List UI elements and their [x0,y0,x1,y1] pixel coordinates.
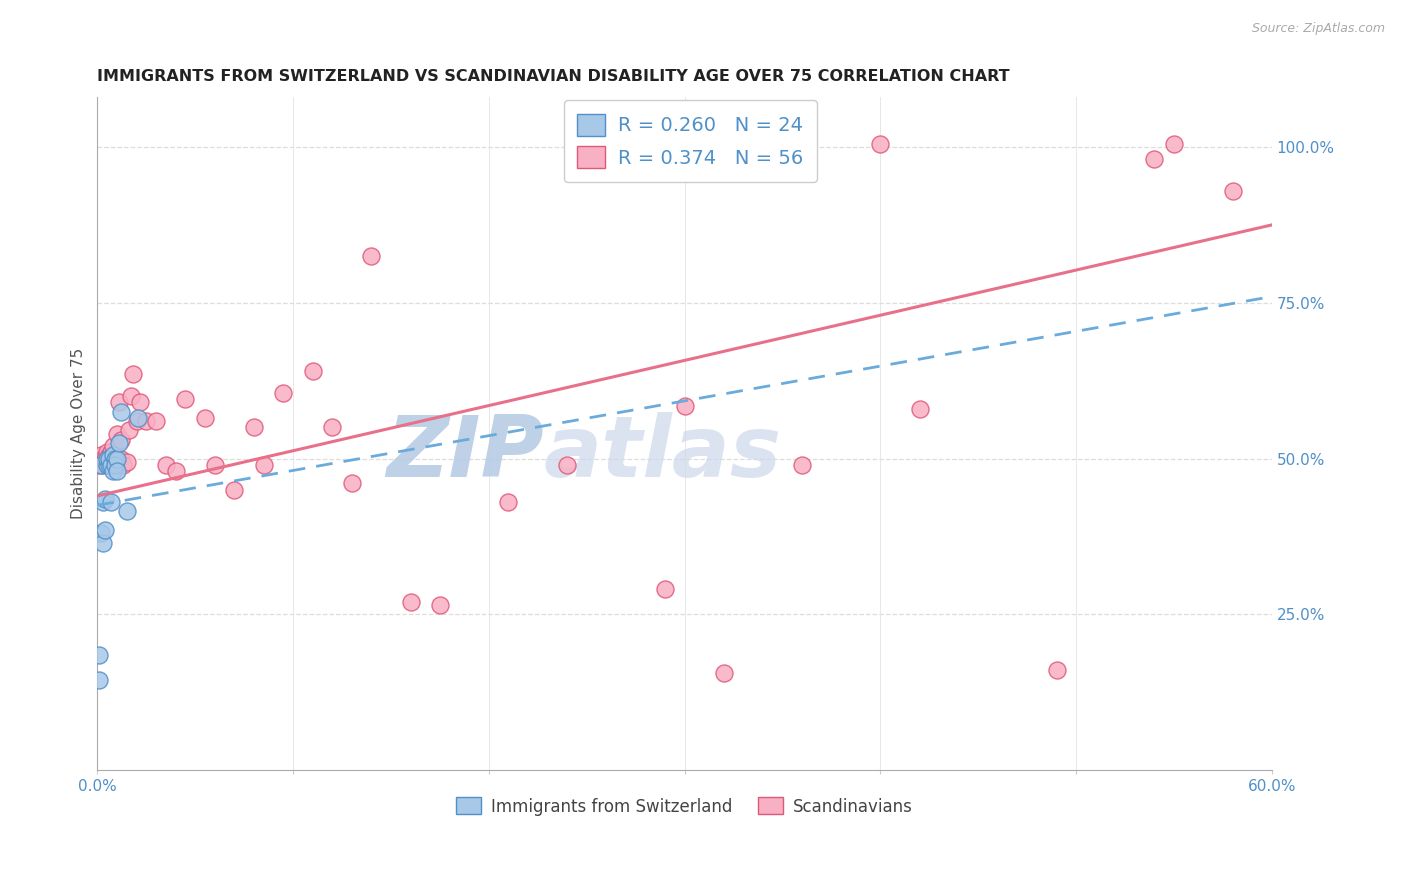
Point [100,495,122,509]
Point [253,458,276,472]
Point [90,458,112,472]
Point [301,364,323,378]
Point [654,582,676,597]
Point [91,451,114,466]
Point [224,483,246,497]
Point [243,420,266,434]
Point [110,433,132,447]
Point [429,598,451,612]
Point [96,445,118,459]
Point [104,451,127,466]
Point [100,445,122,459]
Y-axis label: Disability Age Over 75: Disability Age Over 75 [72,348,86,519]
Point [121,368,143,382]
Point [105,464,128,478]
Point [94,523,117,537]
Point [673,399,696,413]
Point [498,495,520,509]
Point [145,414,167,428]
Point [105,451,128,466]
Point [111,458,134,472]
Point [104,451,127,466]
Point [273,386,295,401]
Point [115,504,138,518]
Point [135,414,157,428]
Point [89,648,111,662]
Point [120,389,142,403]
Point [174,392,197,407]
Point [321,420,343,434]
Legend: Immigrants from Switzerland, Scandinavians: Immigrants from Switzerland, Scandinavia… [450,790,920,822]
Point [89,673,111,687]
Point [713,666,735,681]
Point [91,458,114,472]
Point [360,249,382,263]
Point [101,464,124,478]
Point [94,455,117,469]
Point [555,458,578,472]
Point [90,526,112,541]
Point [399,595,422,609]
Point [96,458,118,472]
Point [869,136,891,151]
Point [105,458,128,472]
Text: ZIP: ZIP [387,412,544,495]
Point [108,395,131,409]
Point [96,451,118,466]
Point [1163,136,1185,151]
Point [101,458,124,472]
Point [110,405,132,419]
Point [96,458,118,472]
Point [101,449,124,463]
Point [100,455,122,469]
Text: atlas: atlas [544,412,782,495]
Point [91,495,114,509]
Point [110,451,132,466]
Point [91,535,114,549]
Point [155,458,177,472]
Point [90,449,112,463]
Point [101,439,124,453]
Point [98,449,121,463]
Point [104,458,127,472]
Point [105,426,128,441]
Point [165,464,187,478]
Point [204,458,226,472]
Point [790,458,813,472]
Text: IMMIGRANTS FROM SWITZERLAND VS SCANDINAVIAN DISABILITY AGE OVER 75 CORRELATION C: IMMIGRANTS FROM SWITZERLAND VS SCANDINAV… [97,69,1010,84]
Point [98,458,121,472]
Point [340,476,363,491]
Point [129,395,152,409]
Point [98,458,121,472]
Point [94,451,117,466]
Point [94,491,117,506]
Point [194,411,217,425]
Text: Source: ZipAtlas.com: Source: ZipAtlas.com [1251,22,1385,36]
Point [100,458,122,472]
Point [908,401,931,416]
Point [118,424,141,438]
Point [127,411,149,425]
Point [115,455,138,469]
Point [1045,663,1067,677]
Point [125,414,148,428]
Point [1143,153,1166,167]
Point [89,458,111,472]
Point [108,436,131,450]
Point [1222,184,1244,198]
Point [98,451,121,466]
